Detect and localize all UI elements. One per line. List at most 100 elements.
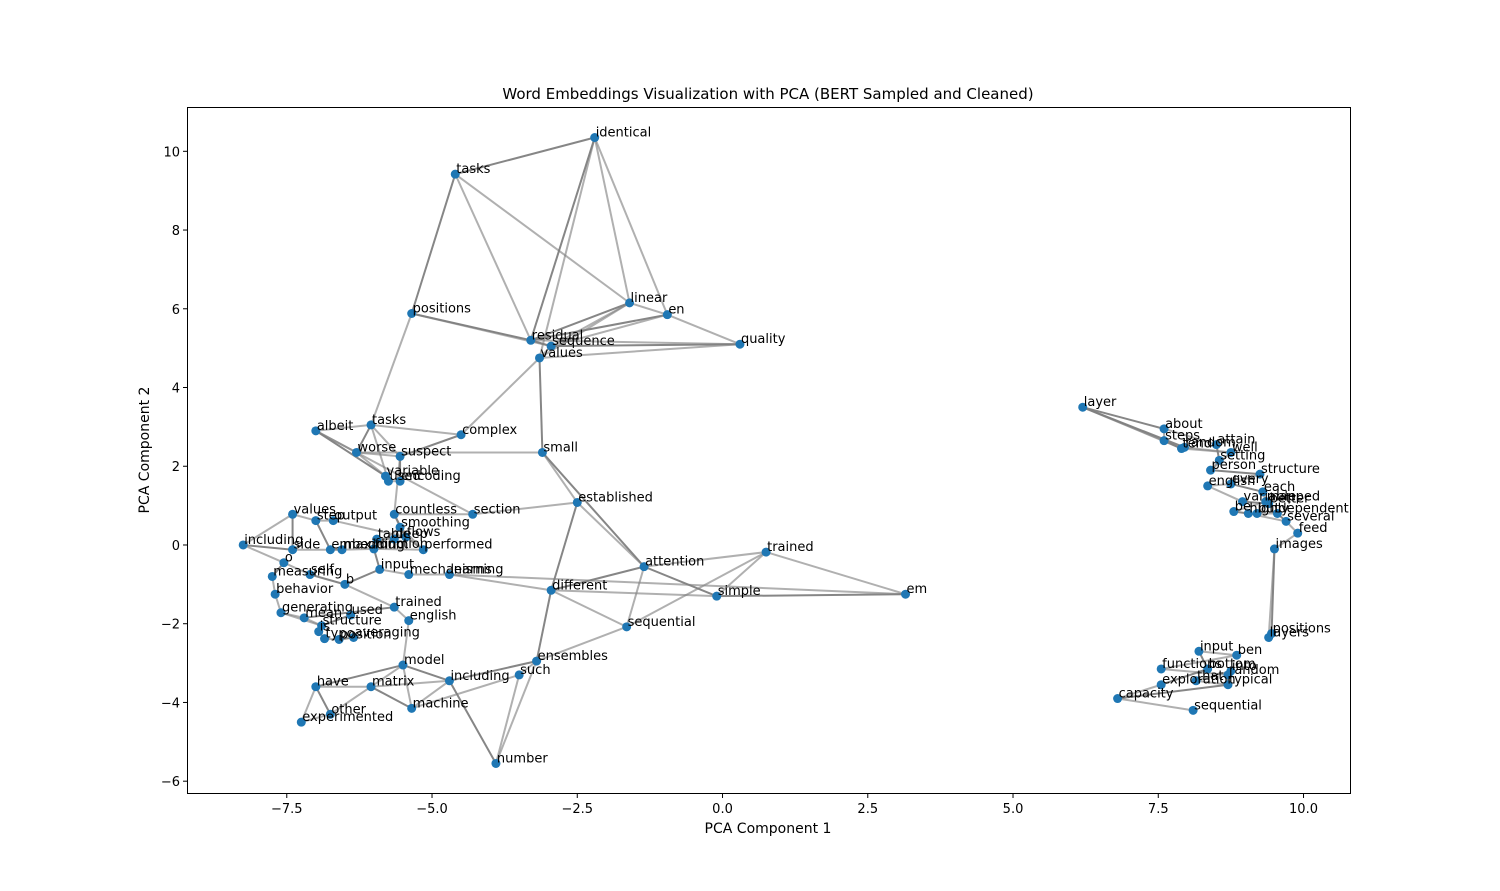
edge-line	[626, 551, 767, 628]
point-label: capacity	[1119, 687, 1174, 702]
edge-line	[529, 137, 596, 341]
data-point	[276, 608, 286, 618]
point-label: sequence	[552, 334, 615, 349]
data-point	[1255, 469, 1265, 479]
point-label: suspect	[401, 444, 451, 459]
point-label: function	[375, 537, 428, 552]
edge-line	[314, 520, 332, 551]
edge-line	[593, 137, 631, 304]
point-label: en	[668, 303, 684, 318]
point-label: is	[320, 620, 331, 635]
point-label: tend	[1183, 437, 1213, 452]
point-label: about	[1165, 417, 1203, 432]
edge-line	[401, 620, 410, 666]
point-label: em	[907, 582, 928, 597]
point-label: averaging	[355, 625, 420, 640]
point-label: other	[331, 702, 366, 717]
point-label: b	[346, 572, 354, 587]
data-point	[383, 476, 393, 486]
point-label: exploration	[1162, 673, 1236, 688]
data-point	[1159, 424, 1169, 434]
point-label: used	[389, 469, 420, 484]
point-label: used	[352, 603, 383, 618]
data-point	[625, 298, 635, 308]
point-label: including	[244, 533, 303, 548]
data-point	[288, 545, 298, 555]
edge-line	[1163, 427, 1217, 446]
data-point	[389, 534, 399, 544]
y-tick-label: −6	[161, 775, 180, 790]
edge-line	[1160, 654, 1237, 670]
edge-line	[411, 673, 520, 710]
chart-title: Word Embeddings Visualization with PCA (…	[502, 85, 1033, 103]
point-label: performed	[424, 538, 492, 553]
x-tick-label: −2.5	[561, 802, 593, 817]
data-point	[407, 703, 417, 713]
edge-line	[370, 424, 401, 458]
data-point	[288, 509, 298, 519]
edge-line	[370, 685, 413, 710]
data-point	[450, 169, 460, 179]
point-label: o	[285, 551, 293, 566]
data-point	[1078, 402, 1088, 412]
data-point	[349, 632, 359, 642]
edge-line	[454, 173, 631, 304]
edge-line	[448, 680, 497, 764]
point-label: table	[378, 527, 411, 542]
edge-line	[1160, 668, 1208, 686]
data-point	[761, 547, 771, 557]
edge-line	[315, 664, 404, 688]
data-point	[305, 570, 315, 580]
edge-line	[536, 625, 628, 663]
edge-line	[550, 589, 628, 628]
x-tick-label: −7.5	[271, 802, 303, 817]
point-label: have	[317, 675, 349, 690]
edge-line	[460, 357, 541, 436]
point-label: structure	[1261, 462, 1320, 477]
point-label: output	[334, 509, 377, 524]
edge-line	[530, 313, 668, 342]
data-point	[369, 544, 379, 554]
edge-line	[643, 565, 718, 598]
edge-line	[1210, 469, 1261, 476]
point-label: ben	[1238, 643, 1263, 658]
data-point	[407, 309, 417, 318]
data-point	[1191, 676, 1201, 686]
edge-line	[716, 593, 906, 598]
point-label: into	[1232, 659, 1257, 674]
point-label: complex	[462, 423, 517, 438]
data-point	[537, 447, 547, 457]
edge-line	[243, 543, 293, 551]
x-axis-label: PCA Component 1	[705, 821, 832, 837]
edge-line	[625, 566, 646, 628]
y-tick-label: 10	[163, 145, 180, 160]
y-axis: −6 −4 −2 0 2 4 6 8 10	[161, 145, 188, 790]
edge-line	[341, 547, 374, 551]
point-label: layer	[1084, 395, 1117, 410]
edge-line	[1230, 473, 1261, 485]
data-point	[1272, 508, 1282, 518]
edge-line	[541, 451, 645, 568]
data-point	[546, 341, 556, 351]
data-point	[1206, 465, 1216, 475]
edge-line	[370, 664, 404, 688]
point-label: model	[404, 653, 444, 668]
data-point	[456, 430, 466, 440]
point-label: small	[543, 440, 578, 455]
y-tick-label: −2	[161, 618, 180, 633]
point-label: highly	[1249, 501, 1289, 516]
data-point	[389, 602, 399, 612]
data-point	[1252, 508, 1262, 518]
data-point	[1156, 664, 1166, 674]
point-label: variable	[387, 464, 439, 479]
data-point	[270, 589, 280, 599]
point-label: positions	[1273, 622, 1331, 637]
data-point	[395, 476, 405, 486]
edge-line	[1207, 485, 1243, 503]
point-label: number	[497, 751, 548, 766]
x-axis: −7.5 −5.0 −2.5 0.0 2.5 5.0 7.5 10.0	[271, 793, 1318, 817]
data-point	[1113, 694, 1123, 704]
point-label: mechanisms	[410, 563, 492, 578]
data-point	[712, 591, 722, 601]
data-point	[1243, 508, 1253, 518]
